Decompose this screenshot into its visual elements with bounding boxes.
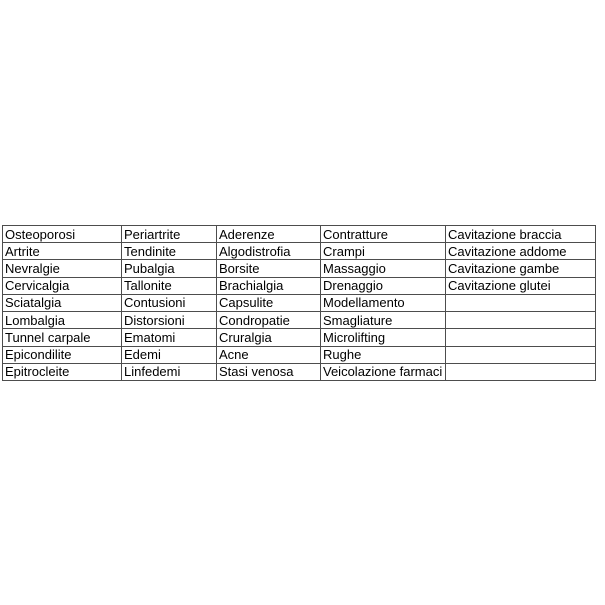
table-row: Osteoporosi Periartrite Aderenze Contrat… (2, 224, 596, 244)
conditions-table: Osteoporosi Periartrite Aderenze Contrat… (2, 224, 596, 382)
table-cell (445, 311, 596, 330)
table-cell (445, 293, 596, 313)
table-cell: Epicondilite (2, 345, 122, 364)
table-cell (445, 362, 596, 382)
table-row: Cervicalgia Tallonite Brachialgia Drenag… (2, 276, 596, 295)
table-cell: Artrite (2, 242, 122, 261)
table-cell: Cavitazione addome (445, 242, 596, 261)
table-row: Epitrocleite Linfedemi Stasi venosa Veic… (2, 362, 596, 382)
table-cell: Osteoporosi (2, 224, 122, 244)
table-cell: Tunnel carpale (2, 328, 122, 347)
table-cell: Lombalgia (2, 311, 122, 330)
table-cell: Borsite (216, 259, 321, 278)
table-cell: Periartrite (121, 224, 217, 244)
table-cell: Pubalgia (121, 259, 217, 278)
table-cell: Stasi venosa (216, 362, 321, 382)
table-cell: Tallonite (121, 276, 217, 295)
table-cell: Nevralgie (2, 259, 122, 278)
table-cell: Cavitazione gambe (445, 259, 596, 278)
table-row: Artrite Tendinite Algodistrofia Crampi C… (2, 242, 596, 261)
table-cell: Contusioni (121, 293, 217, 313)
table-cell: Microlifting (320, 328, 446, 347)
table-row: Lombalgia Distorsioni Condropatie Smagli… (2, 311, 596, 330)
table-cell: Condropatie (216, 311, 321, 330)
table-cell: Veicolazione farmaci (320, 362, 446, 382)
table-cell: Edemi (121, 345, 217, 364)
table-row: Tunnel carpale Ematomi Cruralgia Microli… (2, 328, 596, 347)
table-row: Sciatalgia Contusioni Capsulite Modellam… (2, 293, 596, 313)
table-cell: Acne (216, 345, 321, 364)
table-cell: Smagliature (320, 311, 446, 330)
table-cell: Algodistrofia (216, 242, 321, 261)
table-row: Epicondilite Edemi Acne Rughe (2, 345, 596, 364)
table-cell: Massaggio (320, 259, 446, 278)
table-cell: Distorsioni (121, 311, 217, 330)
table-cell (445, 328, 596, 347)
table-cell: Modellamento (320, 293, 446, 313)
table-cell: Tendinite (121, 242, 217, 261)
table-cell: Rughe (320, 345, 446, 364)
table-cell: Sciatalgia (2, 293, 122, 313)
table-cell (445, 345, 596, 364)
table-cell: Cavitazione glutei (445, 276, 596, 295)
table-cell: Epitrocleite (2, 362, 122, 382)
table-cell: Contratture (320, 224, 446, 244)
table-row: Nevralgie Pubalgia Borsite Massaggio Cav… (2, 259, 596, 278)
table-cell: Ematomi (121, 328, 217, 347)
table-cell: Linfedemi (121, 362, 217, 382)
table-cell: Aderenze (216, 224, 321, 244)
conditions-table-body: Osteoporosi Periartrite Aderenze Contrat… (2, 224, 596, 382)
table-cell: Cavitazione braccia (445, 224, 596, 244)
table-cell: Drenaggio (320, 276, 446, 295)
table-cell: Cervicalgia (2, 276, 122, 295)
table-cell: Cruralgia (216, 328, 321, 347)
table-cell: Capsulite (216, 293, 321, 313)
table-cell: Crampi (320, 242, 446, 261)
table-cell: Brachialgia (216, 276, 321, 295)
